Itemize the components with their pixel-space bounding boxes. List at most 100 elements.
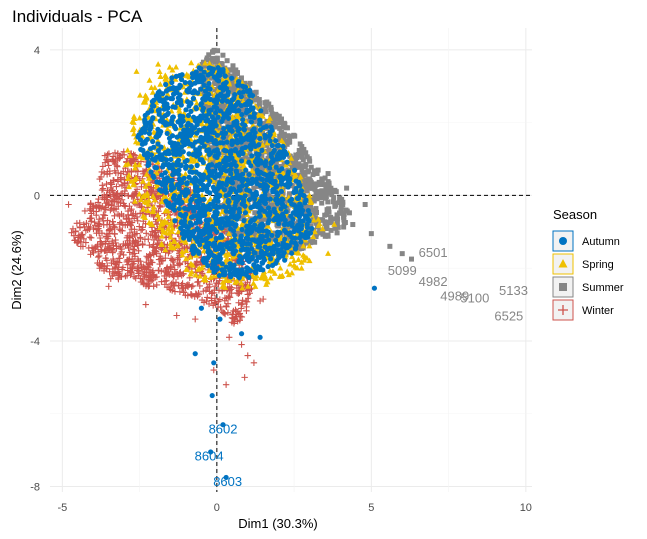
point-summer bbox=[244, 141, 250, 147]
point-autumn bbox=[232, 146, 239, 153]
point-summer bbox=[218, 175, 224, 181]
point-autumn bbox=[179, 144, 185, 150]
point-spring bbox=[188, 59, 195, 66]
point-autumn bbox=[214, 132, 221, 138]
point-winter bbox=[107, 225, 114, 233]
point-autumn bbox=[277, 174, 283, 180]
point-summer bbox=[273, 159, 279, 165]
point-summer bbox=[220, 52, 226, 58]
point-autumn bbox=[281, 227, 288, 233]
point-autumn bbox=[275, 242, 281, 248]
point-summer bbox=[271, 119, 277, 125]
point-winter bbox=[76, 219, 83, 227]
point-summer bbox=[362, 202, 368, 208]
point-autumn bbox=[190, 250, 197, 257]
point-summer bbox=[233, 179, 239, 185]
point-winter bbox=[244, 352, 251, 359]
point-summer bbox=[321, 189, 327, 195]
point-summer bbox=[269, 235, 275, 241]
point-winter bbox=[153, 248, 160, 256]
point-autumn bbox=[183, 165, 189, 171]
point-winter bbox=[176, 288, 184, 296]
point-autumn bbox=[291, 167, 298, 173]
point-summer bbox=[231, 167, 237, 173]
point-autumn bbox=[239, 267, 245, 273]
point-winter bbox=[126, 249, 133, 256]
point-summer bbox=[315, 189, 321, 195]
point-summer bbox=[322, 182, 328, 188]
point-summer bbox=[276, 165, 282, 171]
point-summer bbox=[341, 224, 347, 230]
data-points bbox=[65, 47, 414, 481]
point-summer bbox=[277, 137, 283, 143]
reference-lines bbox=[50, 28, 532, 492]
point-summer bbox=[313, 206, 319, 212]
point-autumn bbox=[265, 220, 271, 226]
point-summer bbox=[387, 243, 393, 249]
point-winter bbox=[141, 272, 148, 280]
point-summer bbox=[234, 71, 240, 77]
point-winter bbox=[103, 257, 111, 264]
point-winter bbox=[138, 183, 145, 191]
point-winter bbox=[226, 334, 233, 341]
point-summer bbox=[304, 154, 310, 160]
point-spring bbox=[157, 81, 164, 87]
point-autumn bbox=[233, 168, 239, 174]
point-summer bbox=[227, 86, 233, 92]
point-autumn bbox=[184, 88, 190, 94]
point-summer bbox=[268, 202, 274, 208]
point-autumn bbox=[194, 130, 200, 136]
point-winter bbox=[69, 225, 77, 233]
point-summer bbox=[277, 118, 283, 124]
point-autumn bbox=[306, 218, 312, 224]
point-winter bbox=[115, 195, 122, 202]
grid bbox=[50, 28, 532, 492]
point-autumn bbox=[278, 181, 285, 187]
point-autumn bbox=[248, 119, 255, 125]
point-summer bbox=[339, 200, 345, 206]
point-autumn bbox=[252, 196, 258, 202]
point-autumn bbox=[142, 117, 148, 123]
point-summer bbox=[287, 136, 293, 142]
point-autumn bbox=[215, 114, 221, 120]
point-summer bbox=[235, 231, 241, 237]
point-autumn bbox=[206, 108, 212, 114]
point-summer bbox=[297, 141, 303, 147]
point-winter bbox=[139, 241, 146, 249]
point-autumn bbox=[198, 66, 204, 72]
point-autumn bbox=[267, 165, 273, 171]
point-winter bbox=[222, 381, 230, 388]
point-summer bbox=[300, 180, 306, 186]
point-autumn bbox=[257, 127, 263, 133]
point-autumn bbox=[258, 108, 264, 114]
point-summer bbox=[337, 195, 343, 201]
point-summer bbox=[252, 210, 258, 216]
point-autumn bbox=[194, 122, 200, 128]
point-autumn bbox=[162, 113, 168, 119]
point-summer bbox=[263, 109, 269, 115]
point-autumn bbox=[229, 75, 235, 81]
point-summer bbox=[230, 63, 236, 69]
point-autumn bbox=[259, 183, 265, 189]
point-summer bbox=[309, 237, 315, 243]
point-summer bbox=[296, 161, 302, 167]
point-autumn bbox=[212, 174, 218, 181]
point-summer bbox=[214, 55, 220, 61]
point-autumn bbox=[276, 168, 282, 174]
point-autumn bbox=[264, 246, 271, 253]
point-summer bbox=[312, 215, 318, 221]
point-winter bbox=[81, 207, 89, 215]
point-summer bbox=[320, 231, 326, 237]
point-winter bbox=[130, 273, 138, 280]
point-autumn bbox=[259, 260, 266, 266]
point-summer bbox=[266, 147, 272, 153]
point-winter bbox=[163, 277, 170, 284]
point-winter bbox=[118, 196, 126, 203]
point-autumn bbox=[219, 67, 225, 73]
point-autumn bbox=[267, 256, 274, 262]
point-winter bbox=[129, 246, 137, 253]
point-summer bbox=[334, 220, 340, 226]
point-summer bbox=[287, 153, 293, 159]
point-summer bbox=[247, 80, 253, 86]
point-autumn bbox=[202, 125, 208, 131]
